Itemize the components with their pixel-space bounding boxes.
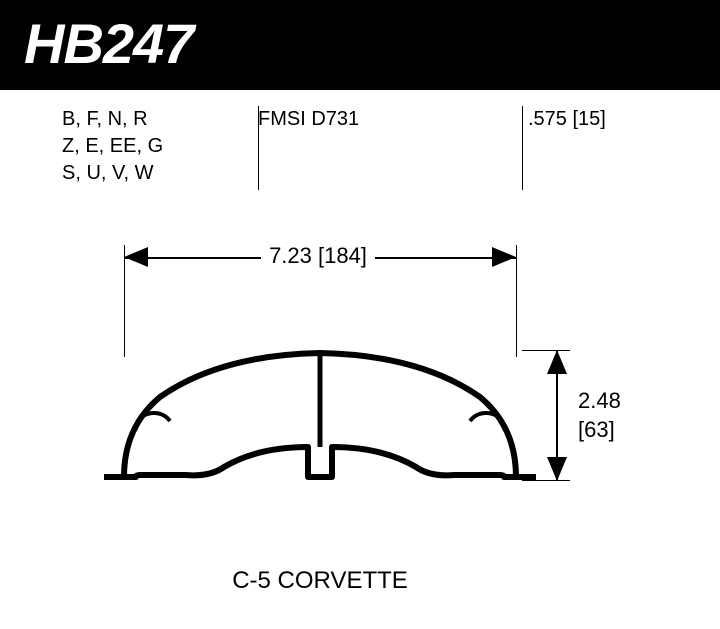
header-bar: HB247 xyxy=(0,0,720,90)
divider-1 xyxy=(258,106,259,190)
width-dimension-label: 7.23 [184] xyxy=(261,243,375,269)
height-arrow-down-icon xyxy=(547,457,567,481)
model-label: C-5 CORVETTE xyxy=(0,567,640,595)
info-row: B, F, N, R Z, E, EE, G S, U, V, W FMSI D… xyxy=(0,90,720,197)
codes-line-1: B, F, N, R xyxy=(62,106,234,133)
height-dimension-label: 2.48 [63] xyxy=(578,387,621,444)
height-arrow-up-icon xyxy=(547,350,567,374)
codes-line-2: Z, E, EE, G xyxy=(62,133,234,160)
height-mm: [63] xyxy=(578,416,621,445)
diagram-area: 7.23 [184] 2.48 [63] C-5 CORVETTE xyxy=(0,197,720,629)
width-dimension: 7.23 [184] xyxy=(124,243,512,269)
divider-2 xyxy=(522,106,523,190)
part-number: HB247 xyxy=(24,11,193,76)
thickness-value: .575 [15] xyxy=(504,106,696,187)
width-extension-right xyxy=(516,245,517,357)
brake-pad-outline xyxy=(100,347,540,497)
fmsi-code: FMSI D731 xyxy=(234,106,504,187)
compound-codes: B, F, N, R Z, E, EE, G S, U, V, W xyxy=(24,106,234,187)
height-in: 2.48 xyxy=(578,387,621,416)
codes-line-3: S, U, V, W xyxy=(62,160,234,187)
